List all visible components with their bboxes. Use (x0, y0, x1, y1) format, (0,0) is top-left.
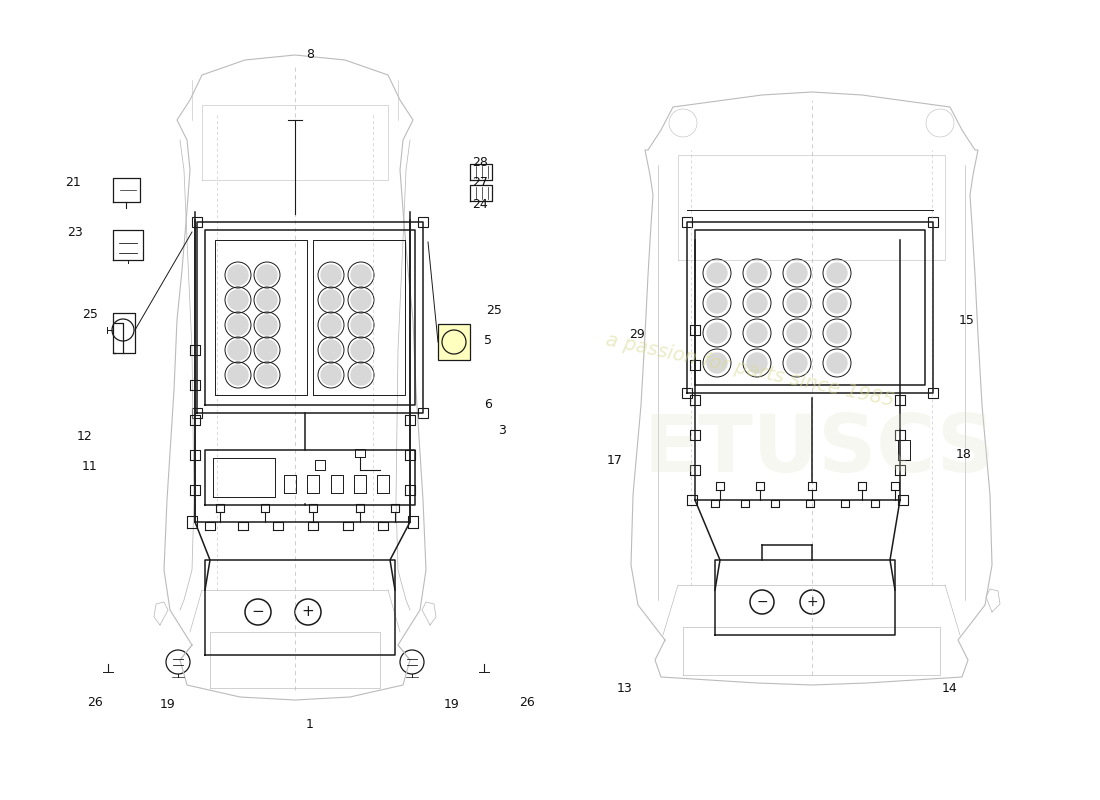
Text: 21: 21 (65, 175, 81, 189)
Circle shape (228, 340, 248, 360)
Text: 6: 6 (484, 398, 492, 411)
Circle shape (228, 290, 248, 310)
Circle shape (786, 293, 807, 313)
Text: 24: 24 (472, 198, 488, 210)
Circle shape (351, 315, 371, 335)
Text: 1: 1 (306, 718, 313, 731)
Circle shape (228, 265, 248, 285)
Circle shape (747, 263, 767, 283)
Text: 25: 25 (82, 309, 98, 322)
Circle shape (228, 365, 248, 385)
Circle shape (827, 353, 847, 373)
Circle shape (786, 263, 807, 283)
Circle shape (257, 365, 277, 385)
Text: −: − (252, 605, 264, 619)
Text: 13: 13 (617, 682, 632, 694)
Circle shape (257, 265, 277, 285)
Bar (192, 217, 202, 227)
Bar (928, 388, 938, 398)
Circle shape (707, 263, 727, 283)
Text: 18: 18 (956, 449, 972, 462)
Circle shape (321, 290, 341, 310)
Circle shape (707, 323, 727, 343)
Text: +: + (301, 605, 315, 619)
Circle shape (257, 290, 277, 310)
Text: +: + (806, 595, 817, 609)
Text: 17: 17 (607, 454, 623, 466)
Text: 8: 8 (306, 47, 313, 61)
Circle shape (321, 340, 341, 360)
Text: 15: 15 (959, 314, 975, 326)
Bar (682, 217, 692, 227)
Circle shape (351, 365, 371, 385)
Bar (928, 217, 938, 227)
Circle shape (257, 340, 277, 360)
Circle shape (707, 353, 727, 373)
Bar (682, 388, 692, 398)
Text: 11: 11 (82, 461, 98, 474)
Text: 19: 19 (161, 698, 176, 711)
Circle shape (321, 315, 341, 335)
Circle shape (827, 263, 847, 283)
Bar (418, 217, 428, 227)
Circle shape (786, 353, 807, 373)
Text: 14: 14 (942, 682, 958, 694)
Circle shape (827, 293, 847, 313)
Circle shape (228, 315, 248, 335)
Circle shape (786, 323, 807, 343)
Text: a passion for parts since 1985: a passion for parts since 1985 (604, 330, 896, 410)
Text: 5: 5 (484, 334, 492, 346)
Text: 3: 3 (498, 423, 506, 437)
Circle shape (257, 315, 277, 335)
Text: 29: 29 (629, 329, 645, 342)
Text: 12: 12 (77, 430, 92, 443)
Circle shape (321, 265, 341, 285)
Circle shape (827, 323, 847, 343)
Circle shape (707, 293, 727, 313)
Text: 19: 19 (444, 698, 460, 711)
Text: 23: 23 (67, 226, 82, 239)
Text: 25: 25 (486, 303, 502, 317)
Circle shape (747, 293, 767, 313)
Circle shape (351, 265, 371, 285)
Circle shape (747, 353, 767, 373)
Circle shape (747, 323, 767, 343)
Bar (418, 408, 428, 418)
Circle shape (351, 340, 371, 360)
Bar (192, 408, 202, 418)
Text: 26: 26 (519, 697, 535, 710)
Text: 28: 28 (472, 155, 488, 169)
Text: −: − (756, 595, 768, 609)
Text: ETUSCS: ETUSCS (645, 411, 996, 489)
Circle shape (351, 290, 371, 310)
Text: 26: 26 (87, 697, 103, 710)
Text: 27: 27 (472, 175, 488, 189)
Circle shape (321, 365, 341, 385)
Bar (438, 324, 470, 360)
